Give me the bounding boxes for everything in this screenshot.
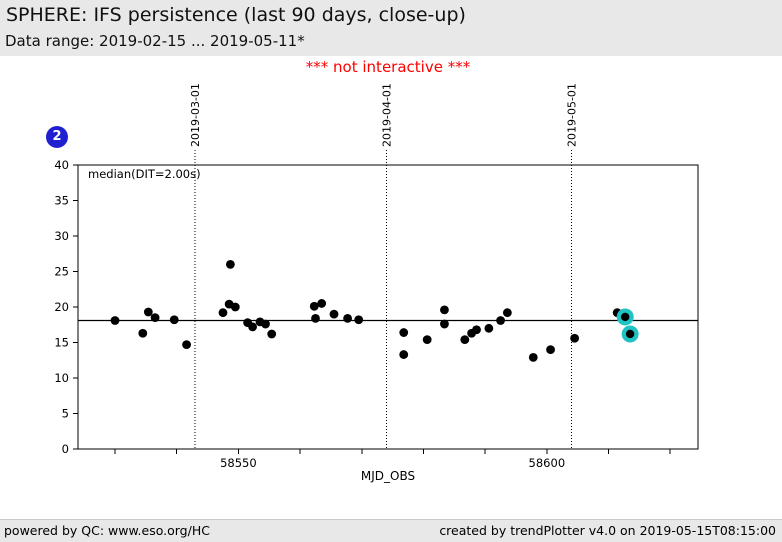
data-point xyxy=(110,316,120,325)
y-tick-label: 0 xyxy=(62,442,69,456)
data-point-highlighted xyxy=(625,329,635,339)
data-point xyxy=(150,313,160,323)
page-title: SPHERE: IFS persistence (last 90 days, c… xyxy=(6,4,466,26)
not-interactive-notice: *** not interactive *** xyxy=(305,58,471,76)
y-tick-label: 10 xyxy=(54,371,69,385)
x-axis-title: MJD_OBS xyxy=(360,469,416,483)
plot-frame xyxy=(77,164,699,450)
y-tick-label: 15 xyxy=(54,336,69,350)
y-tick-label: 30 xyxy=(54,229,69,243)
data-point xyxy=(309,301,319,311)
y-tick-label: 20 xyxy=(54,300,69,314)
plot-number-badge[interactable]: 2 xyxy=(46,126,68,148)
median-series-label: median(DIT=2.00s) xyxy=(88,167,201,181)
data-point xyxy=(138,328,148,338)
data-point xyxy=(399,328,409,337)
data-point xyxy=(472,325,481,335)
data-point xyxy=(484,323,494,333)
data-point xyxy=(225,260,235,269)
data-point xyxy=(329,309,339,319)
data-range-subtitle: Data range: 2019-02-15 ... 2019-05-11* xyxy=(5,32,305,50)
data-point xyxy=(354,315,364,325)
data-point xyxy=(218,308,228,318)
data-point xyxy=(528,353,538,362)
date-gridline-label: 2019-05-01 xyxy=(566,83,579,147)
y-tick-label: 25 xyxy=(54,265,69,279)
data-point-highlighted xyxy=(621,312,630,322)
data-point xyxy=(169,315,179,325)
data-point xyxy=(248,322,257,332)
data-point xyxy=(440,319,449,329)
data-point xyxy=(311,313,320,323)
y-tick-label: 40 xyxy=(54,158,69,172)
data-point xyxy=(440,305,449,315)
data-point xyxy=(496,316,505,325)
data-point xyxy=(317,299,327,308)
data-point xyxy=(230,302,240,312)
data-point xyxy=(460,335,470,345)
y-tick-label: 35 xyxy=(54,194,69,208)
data-point xyxy=(502,308,512,318)
data-point xyxy=(546,345,555,354)
x-tick-label: 58550 xyxy=(220,456,257,470)
data-point xyxy=(399,350,409,359)
page-header: SPHERE: IFS persistence (last 90 days, c… xyxy=(0,0,782,56)
footer-powered-by: powered by QC: www.eso.org/HC xyxy=(4,523,210,538)
data-point xyxy=(261,319,270,329)
page-footer: powered by QC: www.eso.org/HC created by… xyxy=(0,519,782,542)
data-point xyxy=(143,307,153,317)
data-point xyxy=(422,335,432,345)
data-point xyxy=(570,333,580,343)
footer-created-by: created by trendPlotter v4.0 on 2019-05-… xyxy=(439,523,776,538)
data-point xyxy=(267,329,277,339)
y-tick-label: 5 xyxy=(62,407,69,421)
data-point xyxy=(182,340,191,350)
x-tick-label: 58600 xyxy=(529,456,566,470)
date-gridline-label: 2019-03-01 xyxy=(189,83,202,147)
date-gridline-label: 2019-04-01 xyxy=(380,83,393,147)
data-point xyxy=(343,313,352,323)
